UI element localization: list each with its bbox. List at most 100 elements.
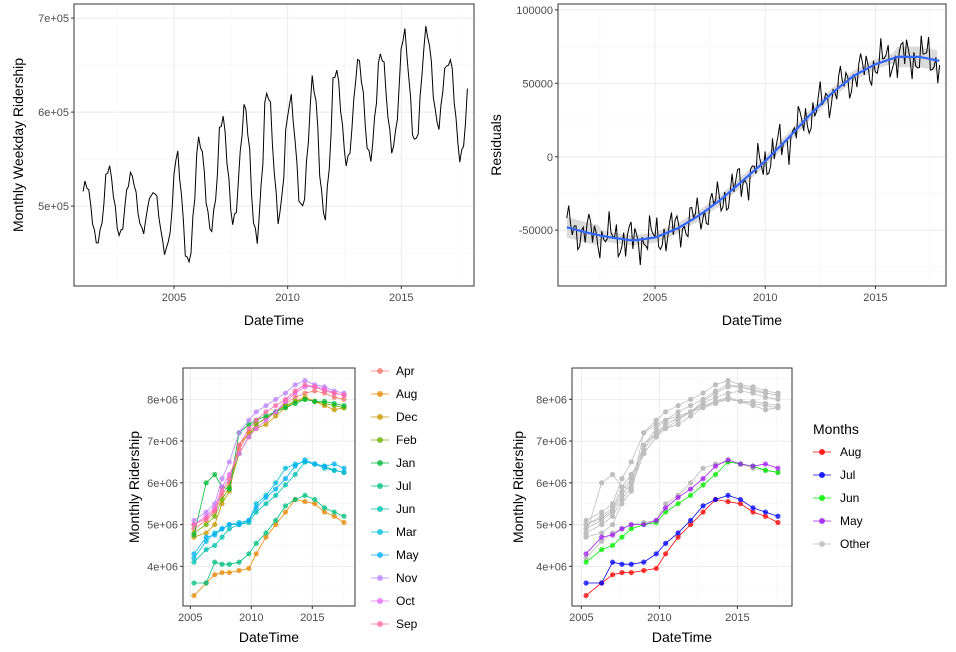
data-point [762, 400, 769, 407]
data-point [341, 513, 347, 519]
data-point [253, 540, 259, 546]
data-point [712, 400, 719, 407]
data-point [628, 476, 634, 482]
data-point [653, 417, 659, 423]
data-point [302, 377, 308, 384]
data-point [700, 405, 706, 411]
data-point [282, 396, 289, 402]
data-point [226, 521, 232, 528]
data-point [331, 467, 337, 473]
legend-label: Apr [396, 364, 415, 378]
series-other [583, 377, 781, 561]
data-point [775, 392, 781, 398]
data-point [750, 509, 756, 515]
data-point [263, 413, 269, 419]
series-line-feb [193, 398, 345, 534]
data-point [212, 507, 218, 513]
data-point [725, 499, 731, 505]
data-point [219, 476, 225, 482]
residuals-series-group [566, 35, 941, 266]
x-axis-title: DateTime [652, 629, 712, 645]
data-point [191, 580, 197, 586]
data-point [619, 534, 625, 540]
data-point [236, 450, 242, 457]
legend-key-point [377, 414, 383, 420]
data-point [312, 461, 318, 467]
y-tick-label: 6e+06 [536, 478, 567, 490]
data-point [191, 521, 197, 528]
legend-key-point [377, 391, 383, 397]
y-tick-label: 4e+06 [536, 561, 567, 573]
data-point [273, 413, 279, 419]
data-point [203, 534, 209, 540]
y-tick-label: -50000 [519, 225, 553, 237]
data-point [775, 469, 781, 475]
data-point [712, 463, 719, 469]
data-point [700, 482, 706, 488]
data-point [700, 396, 706, 402]
data-point [263, 501, 269, 507]
monthly-all-panel-border [182, 367, 356, 607]
series-highlight-may [583, 457, 781, 557]
y-tick-label: 50000 [522, 78, 553, 90]
data-point [663, 501, 669, 507]
data-point [653, 434, 659, 440]
legend-key-point [377, 506, 383, 512]
data-point [263, 417, 269, 423]
data-point [641, 430, 647, 436]
monthly-highlight-panel-border [571, 367, 793, 607]
data-point [203, 530, 209, 536]
data-point [321, 388, 328, 394]
data-point [312, 496, 318, 503]
data-point [619, 569, 625, 576]
data-point [599, 509, 605, 515]
data-point [712, 496, 719, 503]
legend-label: Jan [396, 456, 415, 470]
data-point [700, 509, 706, 515]
series-jul [191, 492, 347, 586]
data-point [302, 457, 308, 463]
data-point [737, 388, 744, 394]
legend-label: Other [840, 537, 870, 551]
data-point [312, 384, 318, 390]
data-point [737, 496, 744, 503]
data-point [292, 496, 298, 503]
data-point [583, 559, 589, 565]
legend-key-point [819, 449, 825, 455]
x-tick-label: 2005 [643, 292, 667, 304]
data-point [762, 407, 769, 413]
data-point [236, 442, 242, 448]
data-point [675, 421, 681, 427]
data-point [583, 592, 589, 599]
data-point [762, 394, 769, 400]
y-tick-label: 8e+06 [147, 394, 178, 406]
data-point [263, 530, 269, 536]
legend-label: Aug [840, 445, 861, 459]
data-point [191, 559, 197, 565]
data-point [321, 463, 328, 469]
x-tick-label: 2010 [647, 612, 671, 624]
data-point [253, 417, 259, 423]
data-point [341, 469, 347, 475]
data-point [687, 402, 694, 409]
data-point [725, 492, 731, 498]
legend-label: Feb [396, 433, 417, 447]
legend-key-point [377, 437, 383, 443]
data-point [663, 551, 669, 557]
data-point [599, 521, 605, 528]
data-point [321, 505, 328, 511]
data-point [653, 565, 659, 572]
data-point [712, 471, 719, 478]
legend-key-point [819, 472, 825, 478]
x-tick-label: 2010 [275, 292, 299, 304]
data-point [292, 388, 298, 394]
data-point [273, 517, 279, 524]
data-point [282, 482, 289, 488]
data-point [583, 532, 589, 538]
data-point [219, 561, 225, 567]
residuals-axes: 2005 2010 2015 -50000 0 50000 100000 DateTime Re… [488, 3, 947, 328]
series-may [191, 457, 347, 557]
y-axis-title: Monthly Ridership [126, 431, 142, 543]
x-tick-label: 2005 [178, 612, 202, 624]
data-point [750, 388, 756, 394]
